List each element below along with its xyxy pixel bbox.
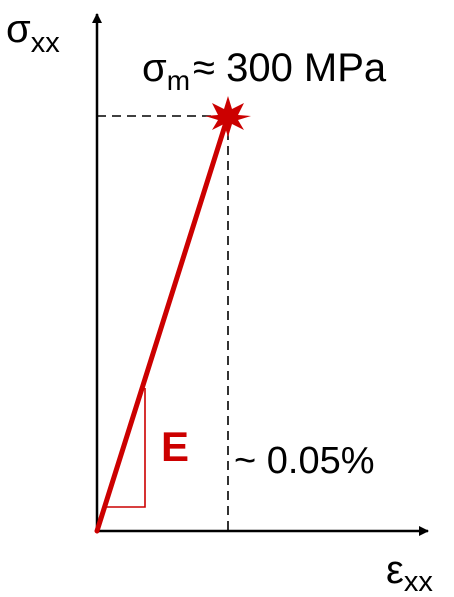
failure-star-icon xyxy=(205,96,251,137)
elastic-curve xyxy=(94,113,231,534)
y-axis-label: σxx xyxy=(6,7,60,59)
peak-stress-label: σm≈ 300 MPa xyxy=(142,46,387,96)
x-axis-label: εxx xyxy=(386,548,433,597)
slope-triangle xyxy=(106,388,146,508)
strain-note: ~ 0.05% xyxy=(234,440,375,482)
slope-label: E xyxy=(161,423,189,470)
